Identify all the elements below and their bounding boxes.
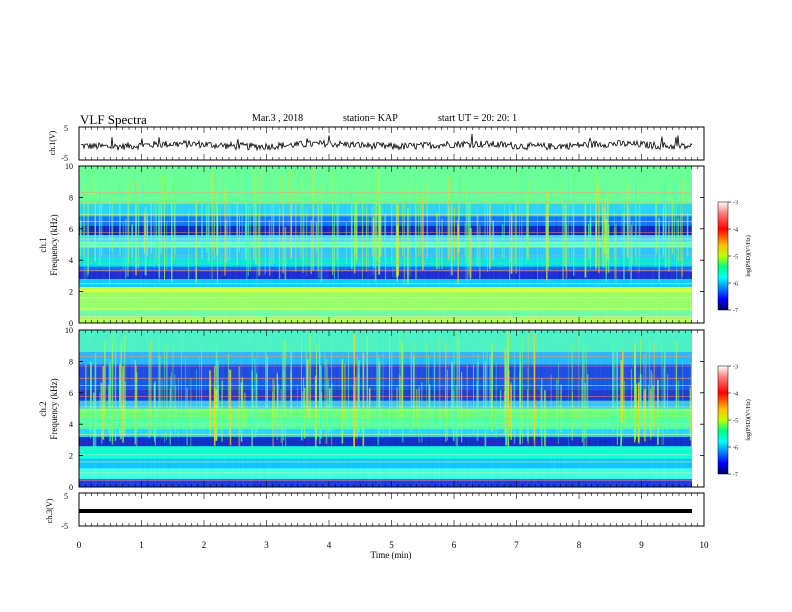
colorbar-tick-label: -6 <box>733 446 738 452</box>
ytick-label: 6 <box>69 389 73 398</box>
ch1-ylabel: ch.1(V) <box>48 130 57 155</box>
spec-texture <box>79 330 692 487</box>
colorbar-tick-label: -7 <box>733 309 738 315</box>
xtick-label: 6 <box>452 540 457 550</box>
ch1-trace <box>80 133 693 152</box>
colorbar-tick-label: -7 <box>733 473 738 479</box>
ytick-label: 8 <box>69 193 73 202</box>
ytick-label: 0 <box>69 483 73 492</box>
ch1-spec-channel-label: ch.1 <box>38 237 48 252</box>
ytick-label: 0 <box>69 319 73 328</box>
colorbar-tick-label: -5 <box>733 419 738 425</box>
xtick-label: 3 <box>264 540 269 550</box>
spec-texture <box>79 166 692 323</box>
xtick-label: 8 <box>577 540 582 550</box>
ch3-ytick-top: 5 <box>64 492 68 501</box>
colorbar-tick-label: -6 <box>733 282 738 288</box>
colorbar-tick-label: -3 <box>733 201 738 207</box>
xtick-label: 5 <box>389 540 394 550</box>
ch1-colorbar-label: log(PSD)(V²/Hz) <box>745 235 752 276</box>
ytick-label: 4 <box>69 256 73 265</box>
ch2-spec-ylabel: Frequency (kHz) <box>49 378 59 439</box>
start-ut-label: start UT = 20: 20: 1 <box>438 113 518 124</box>
colorbar-tick-label: -4 <box>733 392 738 398</box>
ytick-label: 2 <box>69 452 73 461</box>
chart-title: VLF Spectra <box>80 112 147 127</box>
ch1-colorbar <box>717 201 729 311</box>
ch1-spec-ylabel: Frequency (kHz) <box>49 214 59 275</box>
xtick-label: 0 <box>77 540 82 550</box>
ch1-waveform-panel: 5 -5 ch.1(V) <box>48 124 705 163</box>
ch1-ytick-bottom: -5 <box>61 154 68 163</box>
ytick-label: 4 <box>69 420 73 429</box>
ch1-spectrogram <box>79 166 704 323</box>
ytick-label: 2 <box>69 288 73 297</box>
ytick-label: 10 <box>65 162 73 171</box>
spec-blank <box>692 330 704 487</box>
xtick-label: 10 <box>700 540 710 550</box>
ch2-colorbar-label: log(PSD)(V²/Hz) <box>745 399 752 440</box>
station-label: station= KAP <box>343 113 398 124</box>
ch1-ytick-top: 5 <box>64 124 68 133</box>
ch3-ylabel: ch.3(V) <box>45 498 54 523</box>
ch3-waveform-panel: 5 -5 ch.3(V) <box>45 492 705 531</box>
date-label: Mar.3 , 2018 <box>252 113 304 124</box>
xtick-label: 2 <box>202 540 207 550</box>
ytick-label: 8 <box>69 357 73 366</box>
x-axis-label: Time (min) <box>371 550 412 560</box>
colorbar-tick-label: -3 <box>733 365 738 371</box>
colorbar-tick-label: -4 <box>733 228 738 234</box>
xtick-label: 4 <box>327 540 332 550</box>
ch3-ytick-bottom: -5 <box>61 522 68 531</box>
ch2-colorbar <box>717 365 729 475</box>
ch2-spec-channel-label: ch.2 <box>38 401 48 416</box>
ytick-label: 10 <box>65 326 73 335</box>
ch2-spectrogram <box>79 330 704 487</box>
x-axis: 0 1 2 3 4 5 6 7 8 9 10 <box>77 127 709 550</box>
colorbar-tick-label: -5 <box>733 255 738 261</box>
xtick-label: 1 <box>139 540 144 550</box>
xtick-label: 7 <box>514 540 519 550</box>
ytick-label: 6 <box>69 225 73 234</box>
xtick-label: 9 <box>639 540 644 550</box>
spec-blank <box>692 166 704 323</box>
